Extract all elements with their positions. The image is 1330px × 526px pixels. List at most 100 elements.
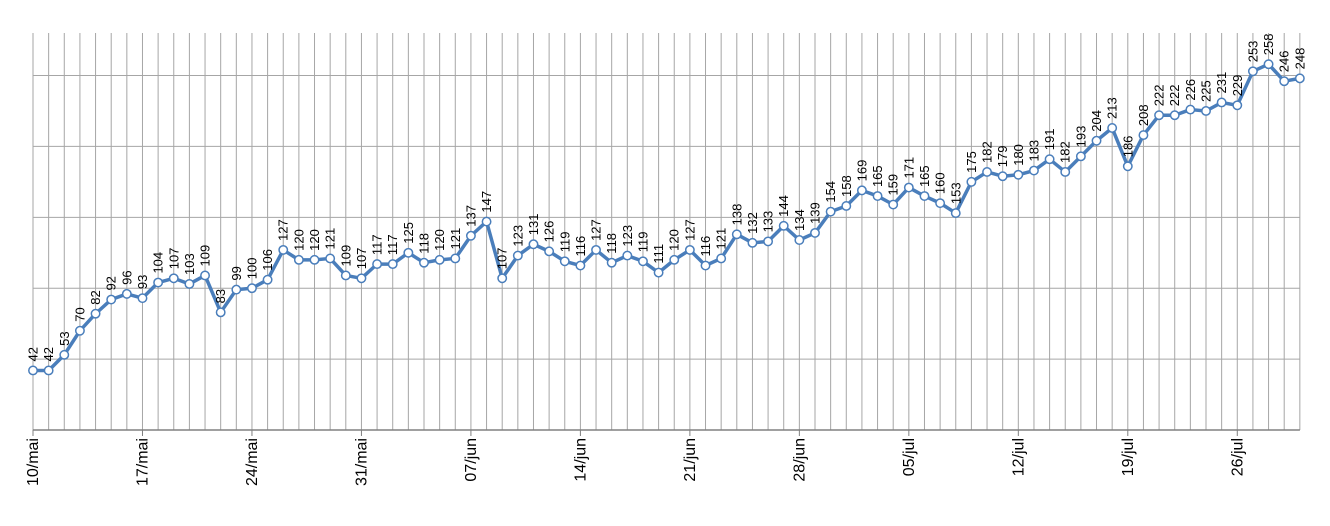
- point: [309, 254, 320, 265]
- x-tick-label: 31/mai: [353, 438, 370, 486]
- data-label: 121: [323, 228, 338, 250]
- point: [1247, 66, 1258, 77]
- point: [43, 365, 54, 376]
- data-label: 127: [682, 219, 697, 241]
- point: [231, 284, 242, 295]
- point: [810, 227, 820, 238]
- data-label: 109: [338, 245, 353, 267]
- data-label: 231: [1214, 72, 1229, 94]
- point: [168, 273, 179, 284]
- point: [340, 270, 351, 281]
- data-label: 154: [823, 181, 838, 203]
- point: [841, 201, 852, 211]
- data-label: 186: [1120, 136, 1135, 158]
- point: [982, 167, 992, 177]
- x-tick-label: 07/jun: [463, 438, 480, 482]
- x-tick-label: 14/jun: [572, 438, 589, 482]
- point: [1060, 167, 1071, 177]
- data-label: 248: [1292, 48, 1307, 70]
- point: [669, 254, 680, 265]
- data-label: 158: [839, 175, 854, 197]
- point: [731, 229, 742, 240]
- x-tick-label: 19/jul: [1120, 438, 1137, 476]
- data-label: 123: [510, 225, 525, 247]
- point: [1279, 76, 1290, 87]
- point: [559, 256, 570, 267]
- x-tick-label: 28/jun: [791, 438, 808, 482]
- data-label: 121: [714, 228, 729, 250]
- point: [747, 237, 758, 248]
- data-label: 96: [119, 270, 134, 284]
- data-label: 258: [1261, 33, 1276, 55]
- data-label: 131: [526, 214, 541, 236]
- data-label: 204: [1089, 110, 1104, 132]
- point: [137, 293, 148, 304]
- data-label: 82: [88, 290, 103, 304]
- data-label: 125: [401, 222, 416, 244]
- data-label: 107: [354, 248, 369, 270]
- data-label: 99: [229, 266, 244, 280]
- point: [59, 349, 70, 360]
- data-label: 246: [1277, 51, 1292, 73]
- point: [90, 308, 101, 319]
- data-label: 116: [573, 236, 588, 257]
- data-label: 121: [448, 228, 463, 250]
- data-label: 120: [307, 229, 322, 251]
- data-label: 111: [651, 244, 666, 264]
- data-label: 42: [26, 347, 41, 361]
- x-tick-label: 05/jul: [901, 438, 918, 476]
- data-label: 159: [886, 174, 901, 196]
- point: [200, 270, 210, 281]
- point: [121, 288, 132, 299]
- point: [450, 253, 461, 264]
- point: [919, 191, 930, 202]
- data-label: 123: [620, 225, 635, 247]
- point: [106, 294, 117, 305]
- x-tick-label: 26/jul: [1229, 438, 1246, 476]
- point: [528, 239, 539, 250]
- data-label: 169: [854, 160, 869, 182]
- data-label: 182: [1058, 141, 1073, 163]
- data-label: 193: [1073, 126, 1088, 148]
- data-label: 109: [198, 245, 213, 267]
- data-label: 107: [166, 248, 181, 270]
- x-tick-label: 24/mai: [244, 438, 261, 486]
- point: [1075, 151, 1086, 162]
- point: [825, 206, 836, 217]
- data-label: 70: [72, 307, 87, 321]
- data-label: 253: [1245, 41, 1260, 63]
- point: [575, 260, 586, 271]
- data-label: 104: [151, 252, 166, 274]
- point: [966, 176, 977, 187]
- point: [1185, 104, 1196, 115]
- point: [1216, 97, 1227, 108]
- data-label: 226: [1183, 79, 1198, 101]
- point: [700, 260, 711, 271]
- point: [325, 253, 336, 264]
- data-label: 107: [495, 248, 510, 270]
- data-label: 133: [761, 211, 776, 233]
- data-label: 92: [104, 276, 119, 290]
- x-tick-label: 17/mai: [134, 438, 151, 486]
- data-label: 191: [1042, 128, 1057, 150]
- data-label: 117: [370, 234, 385, 255]
- point: [716, 253, 727, 264]
- x-tick-label: 21/jun: [682, 438, 699, 482]
- point: [1107, 123, 1118, 133]
- point: [591, 244, 601, 255]
- point: [387, 259, 398, 270]
- point: [1044, 154, 1055, 165]
- point: [1122, 161, 1133, 172]
- data-label: 83: [213, 289, 228, 303]
- data-label: 137: [463, 205, 478, 227]
- point: [497, 273, 508, 284]
- point: [419, 257, 429, 268]
- point: [215, 307, 226, 318]
- point: [622, 250, 633, 261]
- data-label: 229: [1230, 75, 1245, 97]
- point: [888, 199, 899, 210]
- point: [512, 250, 523, 261]
- data-label: 132: [745, 212, 760, 234]
- data-label: 171: [901, 157, 916, 179]
